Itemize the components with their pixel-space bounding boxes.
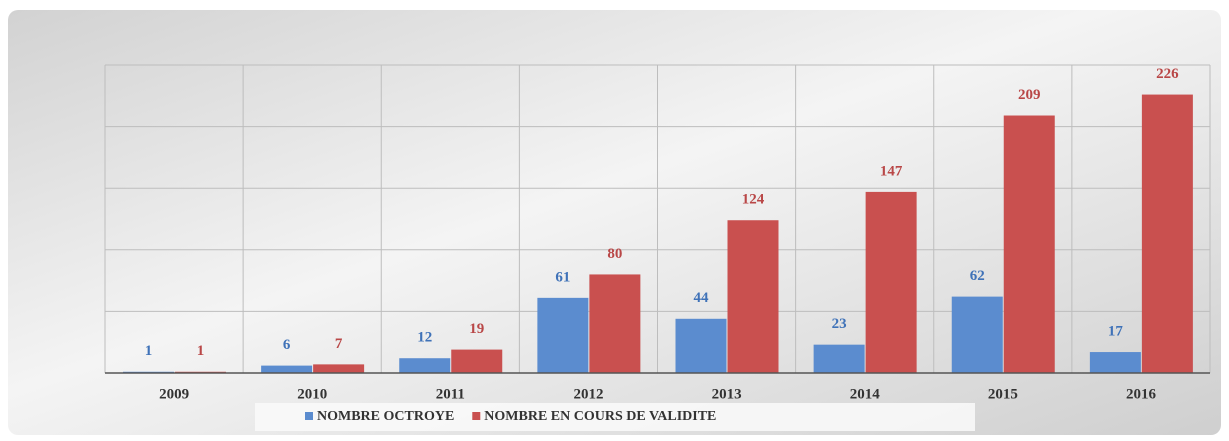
bar [1141, 94, 1193, 374]
data-label: 44 [694, 290, 710, 306]
bar [675, 318, 727, 373]
data-label: 1 [145, 343, 153, 359]
data-label: 17 [1108, 323, 1124, 339]
data-label: 1 [197, 343, 205, 359]
bar [261, 365, 313, 373]
data-label: 6 [283, 337, 291, 353]
x-tick-label: 2015 [988, 386, 1018, 402]
bar [727, 220, 779, 373]
legend-label: NOMBRE OCTROYE [317, 409, 454, 424]
data-label: 80 [607, 246, 622, 262]
data-label: 147 [880, 163, 903, 179]
data-label: 7 [335, 336, 343, 352]
data-label: 226 [1156, 66, 1179, 82]
data-label: 124 [742, 192, 765, 208]
bar [1089, 352, 1141, 373]
data-label: 23 [832, 316, 847, 332]
bar [451, 349, 503, 373]
data-label: 62 [970, 268, 985, 284]
data-label: 12 [417, 330, 432, 346]
legend-swatch [305, 412, 313, 420]
data-label: 209 [1018, 87, 1041, 103]
x-tick-label: 2016 [1126, 386, 1157, 402]
bar [1003, 115, 1055, 374]
legend-label: NOMBRE EN COURS DE VALIDITE [484, 409, 716, 424]
data-label: 19 [469, 321, 484, 337]
bar [313, 364, 365, 373]
data-label: 61 [555, 269, 570, 285]
x-tick-label: 2010 [297, 386, 327, 402]
bar [951, 296, 1003, 373]
bar [865, 191, 917, 373]
x-tick-label: 2009 [159, 386, 189, 402]
x-tick-label: 2014 [850, 386, 881, 402]
legend-box [255, 403, 975, 431]
bar [813, 344, 865, 373]
bar [537, 297, 589, 373]
x-tick-label: 2013 [712, 386, 742, 402]
bar [399, 358, 451, 373]
x-tick-label: 2012 [573, 386, 603, 402]
x-tick-label: 2011 [436, 386, 465, 402]
bar [589, 274, 641, 373]
legend-swatch [472, 412, 481, 420]
chart-panel [8, 10, 1221, 435]
